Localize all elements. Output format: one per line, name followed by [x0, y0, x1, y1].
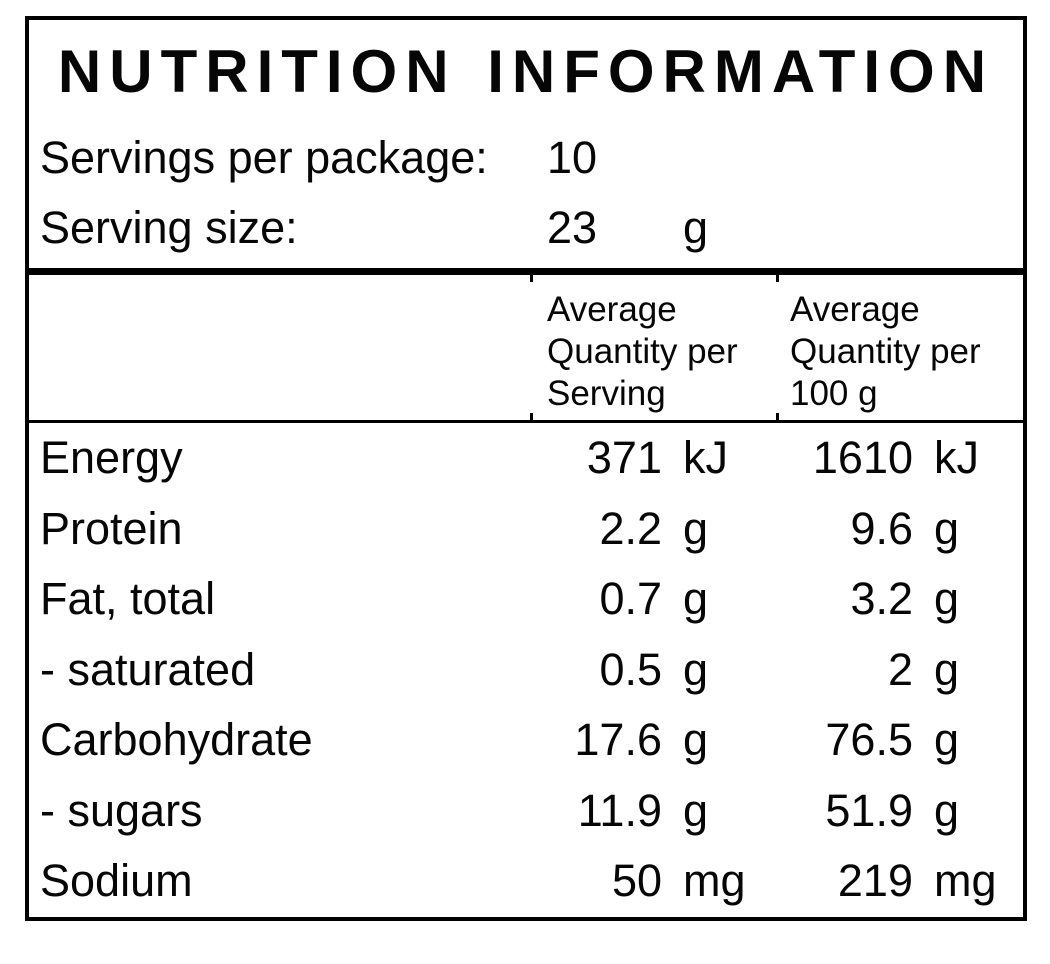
- per-100g-value: 9.6: [850, 502, 913, 554]
- per-100g-value: 76.5: [825, 714, 913, 766]
- divider-thick: [29, 268, 1023, 275]
- nutrient-row-energy: Energy 371 kJ 1610 kJ: [29, 423, 1023, 494]
- per-100g-header-line-1: Average: [790, 290, 920, 329]
- per-100g-unit: g: [934, 784, 960, 836]
- per-100g-unit: g: [934, 502, 960, 554]
- nutrient-row-carbohydrate: Carbohydrate 17.6 g 76.5 g: [29, 705, 1023, 776]
- per-serving-value: 50: [611, 855, 662, 907]
- per-serving-value: 2.2: [599, 502, 662, 554]
- per-serving-unit: g: [683, 714, 709, 766]
- nutrient-name: Sodium: [40, 855, 193, 907]
- per-100g-value: 219: [837, 855, 913, 907]
- per-100g-cell: 3.2 g: [777, 573, 1023, 625]
- per-serving-value: 11.9: [577, 784, 662, 836]
- column-header-per-100g: Average Quantity per 100 g: [776, 275, 1023, 420]
- per-100g-unit: kJ: [934, 432, 979, 484]
- per-serving-unit: g: [683, 784, 709, 836]
- per-100g-cell: 51.9 g: [777, 785, 1023, 837]
- per-serving-header-line-3: Serving: [547, 374, 666, 413]
- per-serving-value: 17.6: [574, 714, 662, 766]
- nutrient-row-protein: Protein 2.2 g 9.6 g: [29, 494, 1023, 565]
- nutrient-name: Carbohydrate: [40, 714, 313, 766]
- nutrient-name: Protein: [40, 502, 183, 554]
- nutrient-row-saturated-fat: - saturated 0.5 g 2 g: [29, 635, 1023, 706]
- column-header-row: Average Quantity per Serving Average Qua…: [29, 275, 1023, 420]
- per-100g-value: 51.9: [825, 784, 913, 836]
- per-100g-unit: g: [934, 643, 960, 695]
- per-100g-cell: 2 g: [777, 644, 1023, 696]
- per-100g-value: 2: [887, 643, 913, 695]
- nutrient-row-sodium: Sodium 50 mg 219 mg: [29, 846, 1023, 917]
- servings-per-package-value: 10: [547, 132, 598, 183]
- per-100g-cell: 76.5 g: [777, 714, 1023, 766]
- per-serving-unit: g: [683, 502, 709, 554]
- serving-size-label: Serving size:: [40, 202, 298, 253]
- per-serving-value: 0.7: [599, 573, 662, 625]
- nutrient-name: - sugars: [40, 784, 203, 836]
- per-serving-cell: 0.7 g: [531, 573, 777, 625]
- per-serving-unit: g: [683, 643, 709, 695]
- servings-per-package-row: Servings per package: 10: [29, 123, 1023, 193]
- divider-thin: [29, 420, 1023, 423]
- per-100g-unit: g: [934, 714, 960, 766]
- per-serving-cell: 50 mg: [531, 855, 777, 907]
- servings-per-package-label: Servings per package:: [40, 132, 488, 183]
- per-serving-value: 0.5: [599, 643, 662, 695]
- nutrient-name: Fat, total: [40, 573, 216, 625]
- panel-title-row: NUTRITION INFORMATION: [29, 20, 1023, 123]
- per-serving-cell: 17.6 g: [531, 714, 777, 766]
- per-serving-header-line-1: Average: [547, 290, 677, 329]
- per-100g-header-line-2: Quantity per: [790, 332, 981, 371]
- per-serving-cell: 11.9 g: [531, 785, 777, 837]
- nutrient-column-header-empty: [29, 275, 531, 420]
- panel-title: NUTRITION INFORMATION: [57, 38, 995, 105]
- serving-size-row: Serving size: 23 g: [29, 193, 1023, 263]
- per-100g-unit: g: [934, 573, 960, 625]
- column-header-per-serving: Average Quantity per Serving: [530, 275, 777, 420]
- nutrition-information-panel: NUTRITION INFORMATION Servings per packa…: [25, 16, 1027, 921]
- per-serving-unit: g: [683, 573, 709, 625]
- per-serving-unit: kJ: [683, 432, 728, 484]
- nutrient-name: Energy: [40, 432, 183, 484]
- nutrient-row-sugars: - sugars 11.9 g 51.9 g: [29, 776, 1023, 847]
- per-100g-cell: 1610 kJ: [777, 432, 1023, 484]
- per-100g-value: 1610: [812, 432, 913, 484]
- per-100g-unit: mg: [934, 855, 997, 907]
- serving-size-value: 23: [547, 202, 598, 253]
- per-serving-cell: 0.5 g: [531, 644, 777, 696]
- per-100g-value: 3.2: [850, 573, 913, 625]
- nutrient-row-fat-total: Fat, total 0.7 g 3.2 g: [29, 564, 1023, 635]
- per-serving-cell: 2.2 g: [531, 503, 777, 555]
- per-100g-cell: 9.6 g: [777, 503, 1023, 555]
- per-serving-header-line-2: Quantity per: [547, 332, 738, 371]
- per-serving-cell: 371 kJ: [531, 432, 777, 484]
- per-100g-header-line-3: 100 g: [790, 374, 878, 413]
- per-100g-cell: 219 mg: [777, 855, 1023, 907]
- per-serving-value: 371: [586, 432, 662, 484]
- serving-size-unit: g: [683, 202, 709, 253]
- per-serving-unit: mg: [683, 855, 746, 907]
- nutrient-name: - saturated: [40, 643, 256, 695]
